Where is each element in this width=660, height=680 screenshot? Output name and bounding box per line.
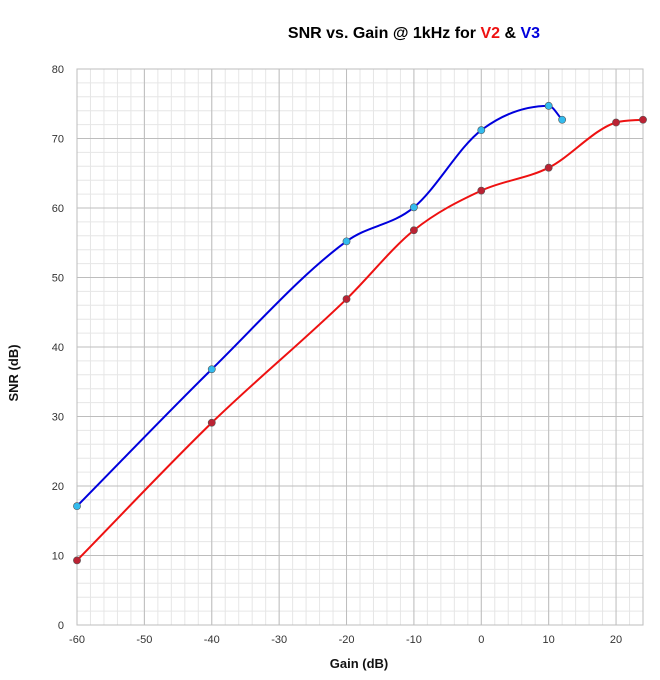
y-tick-label: 20 [52,481,64,493]
data-point-v3 [207,365,216,374]
x-tick-label: 10 [543,634,555,646]
data-point-v2 [612,118,620,127]
x-tick-label: -10 [406,634,422,646]
x-tick-label: -20 [339,634,355,646]
series-line-v3 [76,104,563,507]
y-tick-label: 50 [52,273,64,285]
x-tick-label: -60 [69,634,85,646]
data-point-v2 [207,418,216,427]
data-point-v3 [342,237,351,246]
x-axis-label: Gain (dB) [330,656,389,671]
data-point-v2 [342,295,351,303]
x-tick-label: 0 [478,634,484,646]
x-tick-label: -40 [204,634,220,646]
data-point-v2 [544,163,553,172]
data-point-v2 [477,186,486,195]
series-v3 [73,101,567,511]
x-tick-label: -50 [136,634,152,646]
y-tick-label: 30 [52,412,64,424]
data-point-v3 [410,203,418,212]
title-text-1: SNR vs. Gain @ 1kHz for [288,25,481,42]
y-tick-label: 10 [52,551,64,563]
x-tick-label: -30 [271,634,287,646]
data-point-v2 [410,226,418,235]
major-gridlines [76,68,644,626]
y-tick-label: 60 [52,203,64,215]
y-tick-label: 40 [52,342,64,354]
data-point-v3 [477,126,486,135]
y-tick-label: 0 [58,620,64,632]
y-tick-label: 80 [52,64,64,76]
chart-title: SNR vs. Gain @ 1kHz for V2 & V3 [288,25,540,42]
series-lines [73,101,647,565]
data-point-v2 [73,556,81,565]
tick-labels: -60 -50 -40 -30 -20 -10 0 10 20 0 10 20 30 40 50 60 70 80 [52,64,622,646]
y-tick-label: 70 [52,134,64,146]
title-series-v3: V3 [521,25,541,42]
data-point-v3 [73,502,81,511]
plot-border [76,68,644,626]
title-text-2: & [500,25,520,42]
x-tick-label: 20 [610,634,622,646]
data-point-v3 [558,115,567,124]
data-point-v2 [639,115,647,124]
title-series-v2: V2 [480,25,500,42]
data-point-v3 [544,101,553,110]
series-v2 [73,115,647,565]
y-axis-label: SNR (dB) [6,344,21,401]
